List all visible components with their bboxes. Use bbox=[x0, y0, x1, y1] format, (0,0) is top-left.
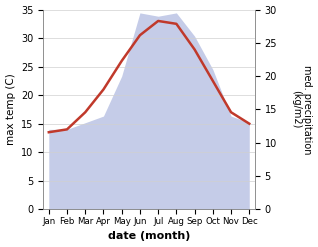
Y-axis label: med. precipitation
(kg/m2): med. precipitation (kg/m2) bbox=[291, 65, 313, 154]
X-axis label: date (month): date (month) bbox=[108, 231, 190, 242]
Y-axis label: max temp (C): max temp (C) bbox=[5, 74, 16, 145]
